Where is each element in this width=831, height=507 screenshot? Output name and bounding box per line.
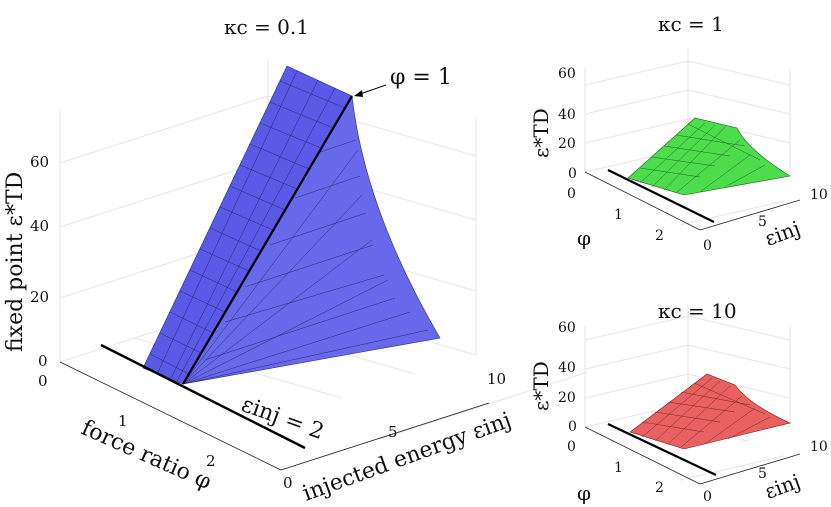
z-tick-label: 60	[30, 153, 49, 171]
br-z-axis-label: ε*TD	[529, 361, 553, 411]
main-z-ticks: 60 40 20 0	[30, 153, 49, 370]
br-y-axis-label: φ	[577, 481, 591, 505]
br-y-ticks: 0 1 2	[567, 439, 664, 496]
z-tick-label: 20	[558, 390, 576, 406]
z-tick-label: 40	[558, 107, 576, 123]
y-tick-label: 1	[614, 460, 623, 476]
z-tick-label: 20	[30, 288, 49, 306]
y-tick-label: 0	[567, 439, 576, 455]
surface-mesh-right	[182, 139, 429, 385]
x-tick-label: 0	[703, 489, 712, 505]
main-z-axis-label: fixed point ε*TD	[3, 172, 28, 352]
tr-z-ticks: 60 40 20 0	[558, 66, 577, 182]
x-tick-label: 5	[388, 423, 398, 441]
tr-z-axis-label: ε*TD	[529, 108, 553, 158]
z-tick-label: 0	[568, 419, 577, 435]
tr-eps-line	[607, 169, 715, 223]
br-axes	[584, 426, 801, 485]
main-annotation-phi: φ = 1	[390, 65, 452, 90]
main-surface	[142, 65, 441, 385]
z-tick-label: 40	[558, 360, 576, 376]
y-tick-label: 1	[118, 412, 128, 430]
y-tick-label: 1	[614, 207, 623, 223]
br-surface	[629, 373, 791, 450]
main-panel: κc = 0.1 φ = 1 εinj = 2 60 40 20 0 0 1 2…	[3, 15, 589, 507]
z-tick-label: 20	[558, 136, 576, 152]
tr-y-axis-label: φ	[577, 226, 591, 250]
main-x-ticks: 0 5 10	[283, 370, 506, 492]
br-x-axis-label: εinj	[762, 469, 804, 504]
eps-inj-2-line	[100, 343, 306, 450]
tr-x-ticks: 0 5 10	[703, 187, 828, 254]
x-tick-label: 5	[758, 214, 767, 230]
main-x-axis-label: injected energy εinj	[300, 408, 515, 507]
z-tick-label: 0	[568, 166, 577, 182]
panel-top-right: κc = 1 60 40 20 0 0 1 2 0 5 10 ε*TD φ εi…	[529, 12, 828, 254]
y-tick-label: 0	[38, 372, 48, 390]
main-axes	[59, 361, 490, 471]
panel-bottom-right: κc = 10 60 40 20 0 0 1 2 0 5 10 ε*TD φ ε…	[529, 299, 828, 505]
x-tick-label: 0	[703, 238, 712, 254]
tr-y-ticks: 0 1 2	[567, 186, 664, 244]
y-tick-label: 2	[206, 452, 216, 470]
tr-surface	[627, 117, 791, 196]
main-title: κc = 0.1	[224, 15, 309, 39]
main-annotation-arrow	[354, 84, 387, 97]
br-x-ticks: 0 5 10	[703, 439, 828, 505]
surface-right-face	[182, 95, 441, 385]
surface-mesh-left	[149, 70, 346, 382]
tr-axes	[584, 171, 801, 231]
tr-title: κc = 1	[658, 12, 724, 36]
y-tick-label: 2	[655, 228, 664, 244]
br-z-ticks: 60 40 20 0	[558, 320, 577, 435]
y-tick-label: 0	[567, 186, 576, 202]
phi-equals-1-line	[182, 95, 353, 385]
x-tick-label: 5	[758, 466, 767, 482]
x-tick-label: 0	[283, 474, 293, 492]
z-tick-label: 60	[558, 66, 576, 82]
br-title: κc = 10	[658, 299, 737, 323]
y-tick-label: 2	[655, 480, 664, 496]
z-tick-label: 0	[38, 352, 48, 370]
br-eps-line	[607, 423, 717, 476]
z-tick-label: 60	[558, 320, 576, 336]
x-tick-label: 10	[810, 187, 828, 203]
main-y-ticks: 0 1 2	[38, 372, 216, 470]
tr-x-axis-label: εinj	[762, 216, 804, 251]
x-tick-label: 10	[487, 370, 506, 388]
x-tick-label: 10	[810, 439, 828, 455]
z-tick-label: 40	[30, 217, 49, 235]
